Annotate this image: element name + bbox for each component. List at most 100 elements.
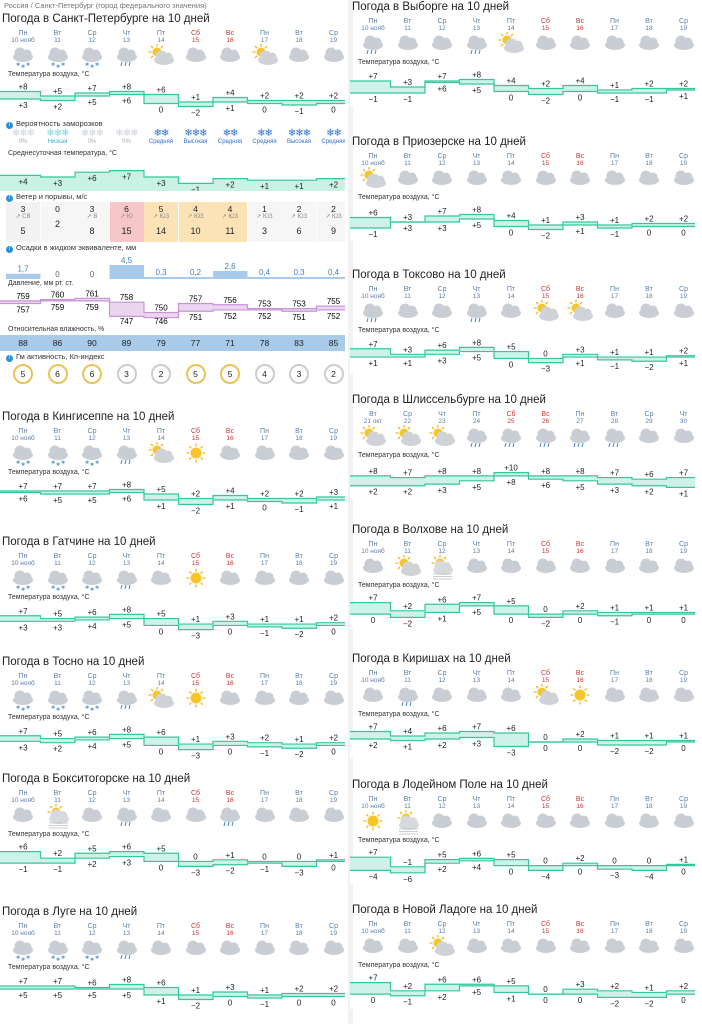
day-header[interactable]: Вс 16 bbox=[563, 541, 597, 555]
weather-icon-cell[interactable] bbox=[113, 937, 141, 963]
day-header[interactable]: Пн 10 нояб bbox=[6, 30, 40, 44]
day-header[interactable]: Вс 16 bbox=[213, 30, 247, 44]
day-header[interactable]: Пт 14 bbox=[494, 796, 528, 810]
weather-icon-cell[interactable] bbox=[670, 167, 696, 193]
weather-icon-cell[interactable] bbox=[113, 567, 141, 593]
widget-title[interactable]: Погода в Луге на 10 дней bbox=[2, 906, 138, 918]
day-header[interactable]: Вт 18 bbox=[632, 286, 666, 300]
day-header[interactable]: Пн 17 bbox=[598, 796, 632, 810]
weather-icon-cell[interactable] bbox=[285, 687, 313, 713]
weather-icon-cell[interactable] bbox=[285, 937, 313, 963]
day-header[interactable]: Вт 18 bbox=[282, 30, 316, 44]
weather-icon-cell[interactable] bbox=[566, 167, 594, 193]
weather-icon-cell[interactable] bbox=[497, 684, 525, 710]
weather-icon-cell[interactable]: ✱ ✱ ✱ bbox=[44, 442, 72, 468]
info-icon[interactable]: i bbox=[6, 355, 13, 362]
weather-icon-cell[interactable] bbox=[428, 167, 456, 193]
day-header[interactable]: Вт 18 bbox=[632, 153, 666, 167]
weather-icon-cell[interactable] bbox=[216, 687, 244, 713]
day-header[interactable]: Вт 11 bbox=[391, 18, 425, 32]
day-header[interactable]: Пт 14 bbox=[144, 790, 178, 804]
wind-cell[interactable]: 4 ↗ ЮЗ 10 bbox=[178, 202, 213, 242]
day-header[interactable]: Пт 14 bbox=[144, 30, 178, 44]
day-header[interactable]: Сб 15 bbox=[179, 428, 213, 442]
weather-icon-cell[interactable]: ✱ ✱ ✱ bbox=[9, 442, 37, 468]
day-header[interactable]: Пт 14 bbox=[144, 428, 178, 442]
weather-icon-cell[interactable] bbox=[394, 935, 422, 961]
weather-icon-cell[interactable] bbox=[359, 300, 387, 326]
day-header[interactable]: Вт 18 bbox=[632, 796, 666, 810]
weather-icon-cell[interactable] bbox=[320, 442, 346, 468]
day-header[interactable]: Вс 16 bbox=[563, 153, 597, 167]
day-header[interactable]: Ср 19 bbox=[667, 18, 696, 32]
day-header[interactable]: Ср 19 bbox=[317, 790, 346, 804]
weather-icon-cell[interactable] bbox=[147, 567, 175, 593]
weather-icon-cell[interactable] bbox=[182, 567, 210, 593]
day-header[interactable]: Вт 11 bbox=[41, 553, 75, 567]
weather-icon-cell[interactable]: ✱ ✱ ✱ bbox=[9, 687, 37, 713]
weather-icon-cell[interactable] bbox=[320, 687, 346, 713]
day-header[interactable]: Чт 13 bbox=[460, 670, 494, 684]
widget-title[interactable]: Погода в Гатчине на 10 дней bbox=[2, 536, 156, 548]
day-header[interactable]: Чт 13 bbox=[460, 286, 494, 300]
day-header[interactable]: Пт 24 bbox=[460, 411, 494, 425]
day-header[interactable]: Ср 12 bbox=[425, 796, 459, 810]
weather-icon-cell[interactable] bbox=[428, 554, 456, 581]
day-header[interactable]: Пн 17 bbox=[598, 921, 632, 935]
day-header[interactable]: Пт 14 bbox=[144, 553, 178, 567]
day-header[interactable]: Чт 13 bbox=[110, 428, 144, 442]
weather-icon-cell[interactable]: ✱ ✱ ✱ bbox=[44, 937, 72, 963]
weather-icon-cell[interactable] bbox=[44, 803, 72, 830]
weather-icon-cell[interactable] bbox=[670, 32, 696, 58]
weather-icon-cell[interactable] bbox=[532, 167, 560, 193]
frost-cell[interactable]: ❄❄ Средняя bbox=[248, 129, 282, 146]
day-header[interactable]: Вс 16 bbox=[213, 923, 247, 937]
widget-title[interactable]: Погода в Кингисеппе на 10 дней bbox=[2, 411, 175, 423]
weather-icon-cell[interactable] bbox=[497, 555, 525, 581]
day-header[interactable]: Ср 19 bbox=[317, 923, 346, 937]
weather-icon-cell[interactable] bbox=[670, 810, 696, 836]
day-header[interactable]: Пн 17 bbox=[248, 428, 282, 442]
weather-icon-cell[interactable] bbox=[532, 555, 560, 581]
weather-icon-cell[interactable]: ✱ ✱ ✱ bbox=[9, 44, 37, 70]
weather-icon-cell[interactable] bbox=[532, 810, 560, 836]
weather-icon-cell[interactable] bbox=[251, 567, 279, 593]
weather-icon-cell[interactable]: ✱ ✱ ✱ bbox=[44, 44, 72, 70]
day-header[interactable]: Вс 16 bbox=[563, 796, 597, 810]
day-header[interactable]: Вт 11 bbox=[391, 153, 425, 167]
weather-icon-cell[interactable] bbox=[635, 167, 663, 193]
weather-icon-cell[interactable] bbox=[428, 300, 456, 326]
day-header[interactable]: Ср 19 bbox=[667, 670, 696, 684]
day-header[interactable]: Сб 15 bbox=[529, 153, 563, 167]
day-header[interactable]: Пт 14 bbox=[144, 923, 178, 937]
weather-icon-cell[interactable] bbox=[566, 425, 594, 451]
weather-icon-cell[interactable] bbox=[359, 166, 387, 193]
day-header[interactable]: Вт 18 bbox=[632, 670, 666, 684]
weather-icon-cell[interactable] bbox=[359, 810, 387, 836]
day-header[interactable]: Чт 13 bbox=[460, 18, 494, 32]
weather-icon-cell[interactable] bbox=[428, 32, 456, 58]
weather-icon-cell[interactable] bbox=[428, 424, 456, 451]
frost-cell[interactable]: ❄❄❄ 0% bbox=[75, 129, 109, 146]
weather-icon-cell[interactable] bbox=[394, 809, 422, 836]
day-header[interactable]: Вт 11 bbox=[391, 796, 425, 810]
day-header[interactable]: Ср 19 bbox=[667, 541, 696, 555]
day-header[interactable]: Пн 10 нояб bbox=[356, 286, 390, 300]
weather-icon-cell[interactable] bbox=[428, 810, 456, 836]
wind-cell[interactable]: 5 ↗ ЮЗ 14 bbox=[144, 202, 178, 242]
widget-title[interactable]: Погода в Киришах на 10 дней bbox=[352, 653, 511, 665]
day-header[interactable]: Ср 19 bbox=[667, 153, 696, 167]
frost-cell[interactable]: ❄❄ Средняя bbox=[213, 129, 247, 146]
weather-icon-cell[interactable] bbox=[147, 43, 175, 70]
day-header[interactable]: Пн 10 нояб bbox=[6, 553, 40, 567]
day-header[interactable]: Пн 10 нояб bbox=[356, 18, 390, 32]
day-header[interactable]: Вт 18 bbox=[282, 673, 316, 687]
weather-icon-cell[interactable] bbox=[635, 425, 663, 451]
weather-icon-cell[interactable] bbox=[463, 935, 491, 961]
day-header[interactable]: Ср 29 bbox=[632, 411, 666, 425]
weather-icon-cell[interactable] bbox=[635, 555, 663, 581]
weather-icon-cell[interactable] bbox=[532, 935, 560, 961]
weather-icon-cell[interactable] bbox=[182, 937, 210, 963]
wind-cell[interactable]: 4 ↗ ЮЗ 11 bbox=[213, 202, 247, 242]
